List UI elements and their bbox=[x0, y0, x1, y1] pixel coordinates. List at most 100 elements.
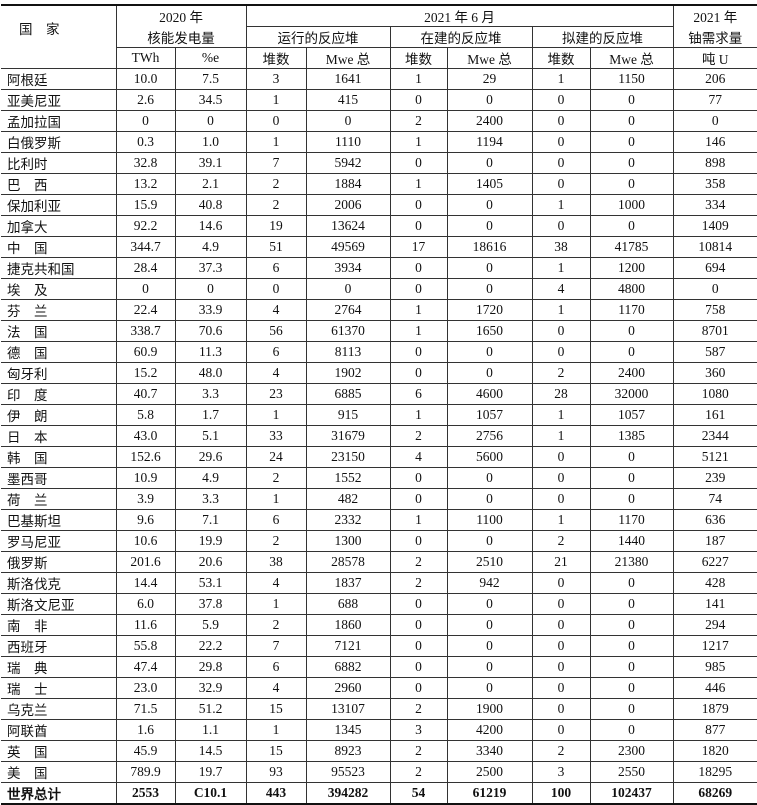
cell-op-count: 33 bbox=[245, 425, 307, 447]
header-pct: %e bbox=[174, 47, 247, 69]
cell-uranium: 74 bbox=[672, 488, 757, 510]
cell-op-count: 6 bbox=[245, 341, 307, 363]
cell-con-mwe: 0 bbox=[446, 362, 533, 384]
cell-uranium: 161 bbox=[672, 404, 757, 426]
cell-con-count: 1 bbox=[389, 509, 448, 531]
cell-plan-count: 0 bbox=[531, 488, 591, 510]
cell-op-count: 1 bbox=[245, 719, 307, 741]
cell-op-count: 3 bbox=[245, 68, 307, 90]
cell-twh: 338.7 bbox=[115, 320, 176, 342]
cell-con-count: 0 bbox=[389, 656, 448, 678]
cell-twh: 47.4 bbox=[115, 656, 176, 678]
cell-uranium: 636 bbox=[672, 509, 757, 531]
cell-plan-count: 2 bbox=[531, 740, 591, 762]
cell-op-count: 2 bbox=[245, 530, 307, 552]
table-row: 瑞 士 23.0 32.9 4 2960 0 0 0 0 446 bbox=[1, 677, 757, 699]
cell-plan-count: 1 bbox=[531, 68, 591, 90]
table-row: 巴基斯坦 9.6 7.1 6 2332 1 1100 1 1170 636 bbox=[1, 509, 757, 531]
header-generation-title: 核能发电量 bbox=[116, 26, 247, 48]
cell-op-count: 0 bbox=[245, 278, 307, 300]
cell-uranium: 898 bbox=[672, 152, 757, 174]
cell-uranium: 360 bbox=[672, 362, 757, 384]
cell-plan-mwe: 21380 bbox=[589, 551, 674, 573]
cell-twh: 5.8 bbox=[115, 404, 176, 426]
cell-op-mwe: 2960 bbox=[305, 677, 391, 699]
cell-pct: 2.1 bbox=[174, 173, 247, 195]
cell-op-mwe: 1300 bbox=[305, 530, 391, 552]
cell-pct: 0 bbox=[174, 110, 247, 132]
cell-plan-count: 28 bbox=[531, 383, 591, 405]
cell-plan-mwe: 0 bbox=[589, 656, 674, 678]
cell-country: 西班牙 bbox=[1, 635, 117, 657]
cell-op-count: 2 bbox=[245, 173, 307, 195]
table-row: 西班牙 55.8 22.2 7 7121 0 0 0 0 1217 bbox=[1, 635, 757, 657]
cell-pct: 0 bbox=[174, 278, 247, 300]
cell-country: 瑞 典 bbox=[1, 656, 117, 678]
cell-pct: 3.3 bbox=[174, 488, 247, 510]
table-row: 德 国 60.9 11.3 6 8113 0 0 0 0 587 bbox=[1, 341, 757, 363]
header-planned-mwe: Mwe 总 bbox=[589, 47, 674, 69]
cell-plan-mwe: 0 bbox=[589, 635, 674, 657]
cell-country: 芬 兰 bbox=[1, 299, 117, 321]
cell-op-mwe: 49569 bbox=[305, 236, 391, 258]
table-row: 芬 兰 22.4 33.9 4 2764 1 1720 1 1170 758 bbox=[1, 299, 757, 321]
cell-op-mwe: 1884 bbox=[305, 173, 391, 195]
cell-uranium: 694 bbox=[672, 257, 757, 279]
cell-op-count: 1 bbox=[245, 89, 307, 111]
cell-uranium: 6227 bbox=[672, 551, 757, 573]
cell-plan-mwe: 0 bbox=[589, 572, 674, 594]
cell-twh: 344.7 bbox=[115, 236, 176, 258]
cell-plan-mwe: 0 bbox=[589, 173, 674, 195]
cell-con-mwe: 0 bbox=[446, 257, 533, 279]
cell-twh: 0 bbox=[115, 278, 176, 300]
cell-plan-mwe: 4800 bbox=[589, 278, 674, 300]
cell-country: 德 国 bbox=[1, 341, 117, 363]
cell-op-count: 4 bbox=[245, 362, 307, 384]
table-row: 韩 国 152.6 29.6 24 23150 4 5600 0 0 5121 bbox=[1, 446, 757, 468]
cell-plan-count: 0 bbox=[531, 173, 591, 195]
table-row: 法 国 338.7 70.6 56 61370 1 1650 0 0 8701 bbox=[1, 320, 757, 342]
header-twh: TWh bbox=[116, 47, 176, 69]
cell-pct: 11.3 bbox=[174, 341, 247, 363]
cell-plan-mwe: 0 bbox=[589, 446, 674, 468]
cell-pct: 29.8 bbox=[174, 656, 247, 678]
header-planned: 拟建的反应堆 bbox=[531, 26, 674, 48]
table-row: 伊 朗 5.8 1.7 1 915 1 1057 1 1057 161 bbox=[1, 404, 757, 426]
cell-uranium: 1409 bbox=[672, 215, 757, 237]
cell-plan-mwe: 0 bbox=[589, 215, 674, 237]
cell-country: 埃 及 bbox=[1, 278, 117, 300]
cell-plan-count: 0 bbox=[531, 89, 591, 111]
cell-pct: 14.6 bbox=[174, 215, 247, 237]
cell-uranium: 187 bbox=[672, 530, 757, 552]
cell-op-count: 7 bbox=[245, 635, 307, 657]
cell-pct: C10.1 bbox=[174, 782, 247, 805]
cell-twh: 15.2 bbox=[115, 362, 176, 384]
cell-op-count: 23 bbox=[245, 383, 307, 405]
cell-twh: 71.5 bbox=[115, 698, 176, 720]
cell-op-count: 19 bbox=[245, 215, 307, 237]
cell-con-count: 0 bbox=[389, 488, 448, 510]
cell-twh: 23.0 bbox=[115, 677, 176, 699]
cell-op-mwe: 6885 bbox=[305, 383, 391, 405]
cell-con-count: 2 bbox=[389, 740, 448, 762]
cell-con-mwe: 0 bbox=[446, 89, 533, 111]
cell-uranium: 68269 bbox=[672, 782, 757, 805]
cell-country: 伊 朗 bbox=[1, 404, 117, 426]
cell-op-mwe: 2332 bbox=[305, 509, 391, 531]
cell-country: 亚美尼亚 bbox=[1, 89, 117, 111]
cell-plan-mwe: 1170 bbox=[589, 299, 674, 321]
cell-country: 荷 兰 bbox=[1, 488, 117, 510]
cell-pct: 33.9 bbox=[174, 299, 247, 321]
table-row: 俄罗斯 201.6 20.6 38 28578 2 2510 21 21380 6227 bbox=[1, 551, 757, 573]
cell-con-mwe: 61219 bbox=[446, 782, 533, 805]
cell-con-count: 1 bbox=[389, 173, 448, 195]
cell-twh: 60.9 bbox=[115, 341, 176, 363]
cell-uranium: 428 bbox=[672, 572, 757, 594]
cell-op-mwe: 28578 bbox=[305, 551, 391, 573]
cell-twh: 43.0 bbox=[115, 425, 176, 447]
cell-plan-count: 38 bbox=[531, 236, 591, 258]
cell-op-mwe: 13624 bbox=[305, 215, 391, 237]
cell-con-mwe: 0 bbox=[446, 656, 533, 678]
cell-twh: 45.9 bbox=[115, 740, 176, 762]
cell-plan-count: 0 bbox=[531, 677, 591, 699]
